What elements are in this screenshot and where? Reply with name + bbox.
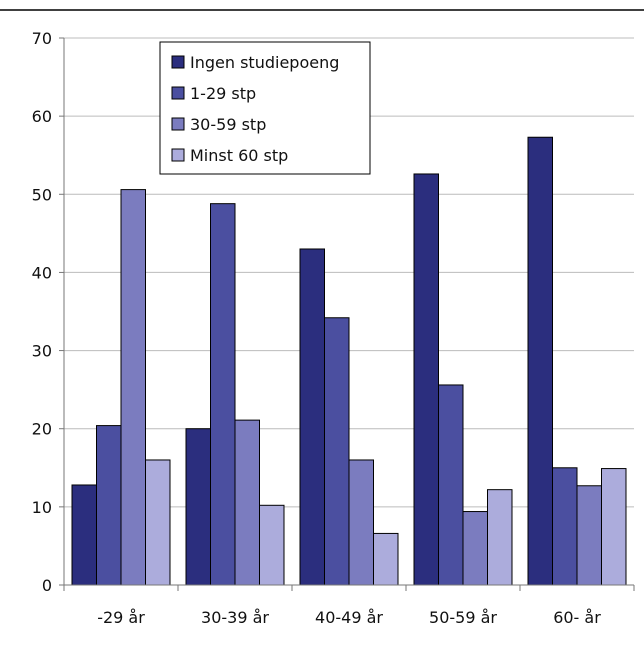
legend-label: 30-59 stp (190, 115, 266, 134)
y-tick-label: 20 (32, 420, 52, 439)
bar (373, 532, 399, 586)
bar (145, 459, 171, 586)
bar (234, 419, 260, 586)
legend: Ingen studiepoeng 1-29 stp 30-59 stp Minst … (159, 41, 371, 175)
bar (552, 467, 578, 586)
bar (299, 248, 325, 586)
legend-swatch (171, 117, 185, 131)
legend-box (159, 41, 371, 175)
x-tick-label: 30-39 år (201, 608, 269, 627)
x-tick-label: 60- år (553, 608, 601, 627)
bar (120, 189, 146, 586)
bar (259, 504, 285, 586)
legend-swatch (171, 86, 185, 100)
bar (210, 203, 236, 586)
y-tick-label: 0 (42, 576, 52, 595)
legend-label: 1-29 stp (190, 84, 256, 103)
y-tick-label: 70 (32, 29, 52, 48)
y-tick-label: 10 (32, 498, 52, 517)
bar (462, 511, 488, 586)
bar (601, 468, 627, 586)
legend-label: Minst 60 stp (190, 146, 288, 165)
bars (71, 136, 627, 586)
bar (576, 485, 602, 586)
x-tick-label: 50-59 år (429, 608, 497, 627)
x-tick-label: -29 år (97, 608, 145, 627)
legend-swatch (171, 55, 185, 69)
y-tick-label: 40 (32, 263, 52, 282)
bar (96, 425, 122, 586)
bar (487, 489, 513, 586)
bar (185, 428, 211, 586)
legend-label: Ingen studiepoeng (190, 53, 339, 72)
bar (413, 173, 439, 586)
bar (324, 317, 350, 586)
bar (71, 484, 97, 586)
legend-swatch (171, 148, 185, 162)
bar (348, 459, 374, 586)
y-tick-label: 50 (32, 185, 52, 204)
x-tick-label: 40-49 år (315, 608, 383, 627)
axes: 0 10 20 30 40 50 60 70 -29 år 30-39 år 40-49 år 50-… (32, 29, 635, 627)
bar (527, 136, 553, 586)
y-tick-label: 60 (32, 107, 52, 126)
bar (438, 384, 464, 586)
y-tick-label: 30 (32, 342, 52, 361)
